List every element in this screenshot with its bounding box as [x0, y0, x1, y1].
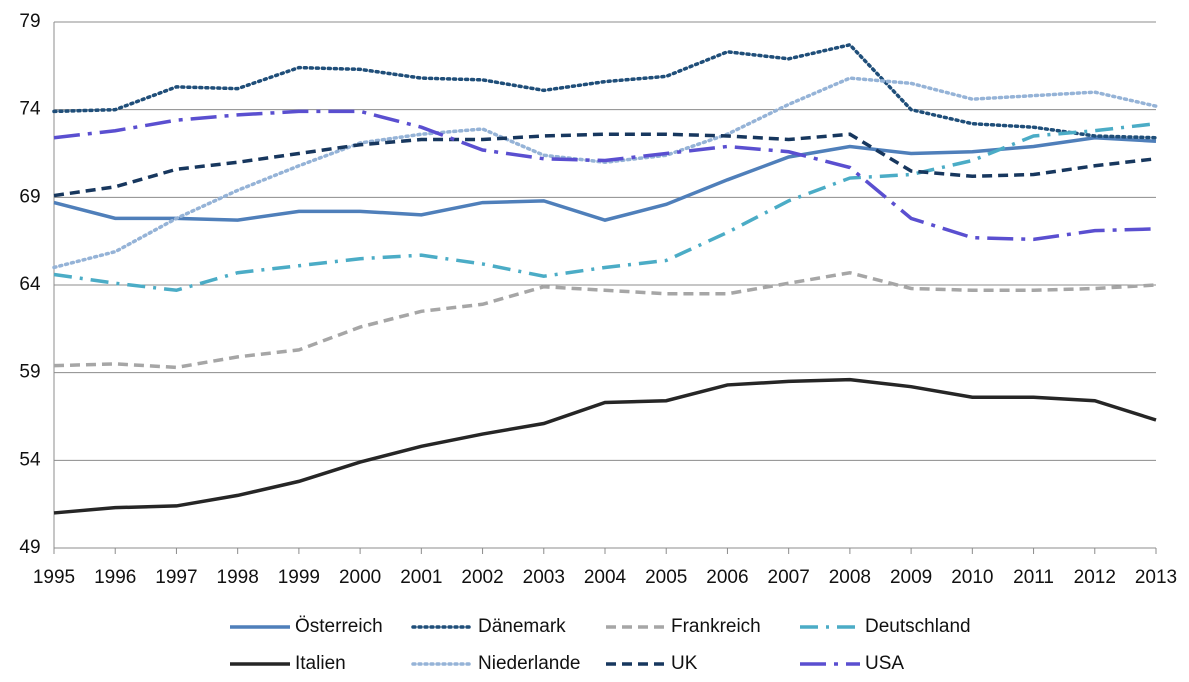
x-tick-label: 2002: [461, 567, 503, 588]
series-line: [52, 42, 1158, 140]
x-tick-label: 2001: [400, 567, 442, 588]
y-tick-label: 79: [19, 11, 40, 32]
legend-label: Niederlande: [478, 653, 580, 674]
series-line: [53, 121, 1157, 293]
x-tick-label: 2008: [829, 567, 871, 588]
x-tick-label: 1998: [217, 567, 259, 588]
x-tick-label: 2013: [1135, 567, 1177, 588]
series-line: [53, 109, 1157, 242]
x-tick-label: 2005: [645, 567, 687, 588]
x-tick-label: 2012: [1074, 567, 1116, 588]
legend-label: Italien: [295, 653, 346, 674]
x-tick-label: 1996: [94, 567, 136, 588]
legend-label: Deutschland: [865, 616, 971, 637]
x-tick-label: 2000: [339, 567, 381, 588]
y-tick-label: 49: [19, 537, 40, 558]
legend-label: Dänemark: [478, 616, 566, 637]
y-tick-label: 64: [19, 274, 41, 295]
x-tick-label: 2003: [523, 567, 565, 588]
series-line: [53, 135, 1157, 222]
x-tick-label: 2011: [1013, 567, 1054, 588]
series-line: [53, 270, 1157, 370]
y-tick-label: 59: [19, 362, 40, 383]
y-tick-label: 69: [19, 186, 40, 207]
x-tick-label: 2006: [706, 567, 748, 588]
x-tick-label: 1995: [33, 567, 75, 588]
series-line: [53, 132, 1157, 198]
x-tick-label: 2007: [768, 567, 810, 588]
legend-label: UK: [671, 653, 698, 674]
series-line: [52, 76, 1158, 270]
x-tick-label: 1999: [278, 567, 320, 588]
x-tick-label: 2009: [890, 567, 932, 588]
legend-label: Österreich: [295, 616, 383, 637]
x-tick-label: 2010: [951, 567, 993, 588]
x-tick-label: 2004: [584, 567, 627, 588]
series-line: [53, 377, 1157, 515]
legend-label: USA: [865, 653, 904, 674]
y-tick-label: 74: [19, 99, 41, 120]
y-tick-label: 54: [19, 449, 41, 470]
legend-label: Frankreich: [671, 616, 761, 637]
x-tick-label: 1997: [155, 567, 197, 588]
